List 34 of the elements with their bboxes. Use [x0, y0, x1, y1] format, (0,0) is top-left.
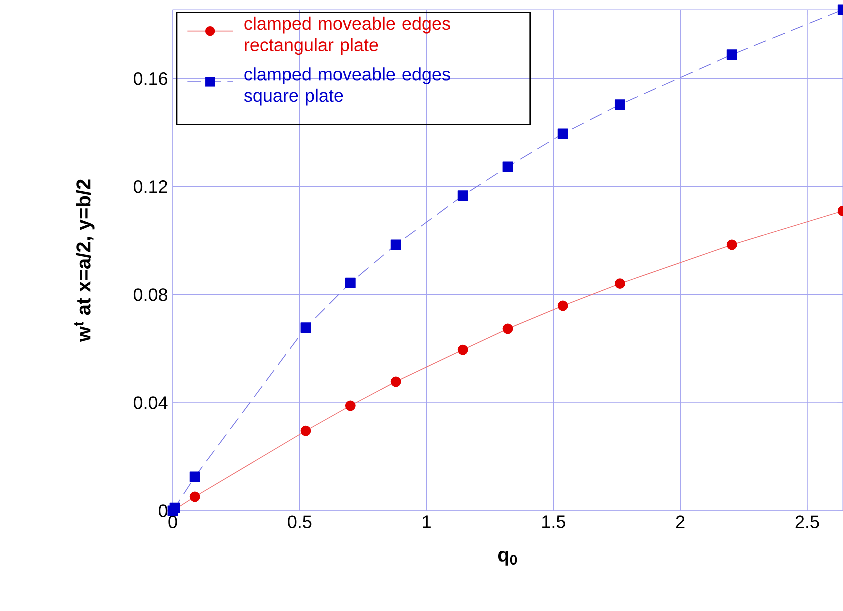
- legend-label: clamped moveable edges square plate: [244, 68, 450, 106]
- x-tick-label: 1.5: [542, 516, 566, 528]
- point: [390, 240, 402, 250]
- point: [726, 50, 738, 60]
- point: [300, 322, 312, 334]
- x-axis-title: q$_{0}$: [498, 550, 518, 566]
- point: [558, 300, 568, 312]
- point: [300, 426, 312, 436]
- point: [345, 400, 356, 412]
- y-tick-label: 0: [158, 504, 168, 518]
- point: [458, 344, 468, 356]
- point: [170, 502, 180, 514]
- legend-label: clamped moveable edges rectangular plate: [244, 16, 450, 56]
- point: [458, 190, 468, 202]
- y-tick-label: 0.16: [134, 72, 168, 86]
- point: [190, 492, 200, 502]
- x-tick-label: 0: [168, 516, 178, 528]
- x-tick-label: 1: [423, 516, 431, 528]
- point: [726, 240, 738, 250]
- y-axis-title: w$^{t}$ at x=a/2, y=b/2: [74, 180, 95, 342]
- x-tick-label: 0.5: [288, 516, 312, 528]
- x-tick-label: 2.5: [796, 516, 820, 528]
- point: [502, 162, 514, 172]
- point: [614, 100, 626, 110]
- point: [558, 128, 568, 140]
- y-tick-label: 0.12: [134, 180, 168, 194]
- x-tick-label: 2: [676, 516, 685, 528]
- y-tick-label: 0.04: [134, 396, 168, 410]
- point: [390, 376, 402, 388]
- point: [502, 324, 514, 334]
- y-tick-label: 0.08: [134, 288, 168, 302]
- point: [614, 278, 626, 290]
- point: [345, 278, 356, 288]
- point: [190, 472, 200, 482]
